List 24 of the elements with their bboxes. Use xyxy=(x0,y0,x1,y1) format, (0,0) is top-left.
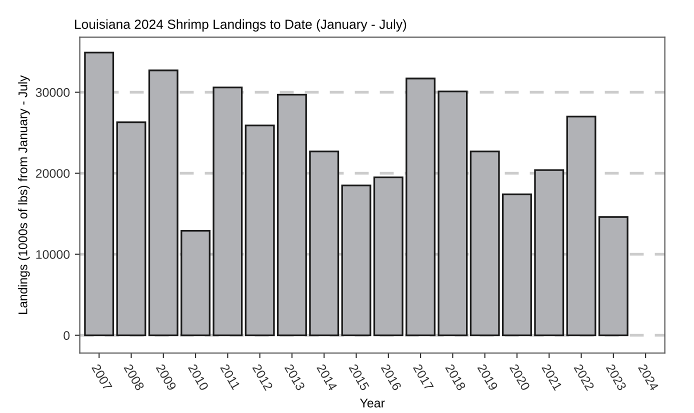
bar xyxy=(116,121,146,336)
x-axis-title: Year xyxy=(360,398,385,408)
bar xyxy=(502,193,532,336)
bar xyxy=(373,176,404,336)
bar xyxy=(309,150,340,336)
y-tick-label: 30000 xyxy=(36,88,70,97)
bar xyxy=(406,78,436,336)
bar xyxy=(180,230,211,336)
bar xyxy=(438,90,468,336)
y-tick-label: 10000 xyxy=(36,250,70,259)
bar xyxy=(534,169,564,336)
y-axis-title: Landings (1000s of lbs) from January - July xyxy=(18,75,30,314)
bar xyxy=(84,52,114,336)
y-tick-label: 20000 xyxy=(36,169,70,178)
bar xyxy=(470,150,500,336)
bar xyxy=(148,70,178,336)
chart-title: Louisiana 2024 Shrimp Landings to Date (January - July) xyxy=(75,19,406,32)
bar xyxy=(212,86,243,336)
bar xyxy=(566,116,596,336)
bar xyxy=(244,124,275,336)
bar xyxy=(276,94,307,336)
bar xyxy=(598,216,628,336)
y-tick-label: 0 xyxy=(64,331,70,340)
bar xyxy=(341,184,372,336)
